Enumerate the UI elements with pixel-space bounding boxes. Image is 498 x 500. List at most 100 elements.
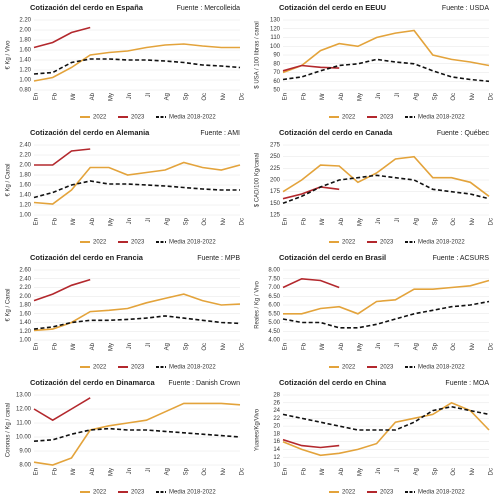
legend-label: 2023 <box>131 240 145 246</box>
x-tick-label: Fb <box>52 342 58 350</box>
chart-title: Cotización del cerdo en Francia <box>30 253 144 262</box>
x-tick-label: Jl <box>146 468 152 472</box>
legend-label: 2022 <box>93 240 107 246</box>
x-tick-label: Ag <box>165 468 171 475</box>
x-tick-label: Jl <box>146 343 152 347</box>
x-tick-label: Dc <box>240 468 246 475</box>
legend-label: Media 2018-2022 <box>169 365 216 371</box>
x-tick-label: Jl <box>395 93 401 97</box>
x-tick-label: My <box>357 343 363 351</box>
y-tick-label: 6.50 <box>268 294 280 300</box>
x-tick-label: Ab <box>90 92 96 100</box>
y-tick-label: 2.00 <box>19 163 31 169</box>
x-tick-label: Nv <box>221 218 227 225</box>
chart-panel: Cotización del cerdo en España Fuente : M… <box>6 3 246 121</box>
y-tick-label: 150 <box>270 201 281 207</box>
x-tick-label: Fb <box>301 467 307 475</box>
y-axis-label: Reales / Kg / Vivo <box>255 281 261 329</box>
x-tick-label: My <box>108 93 114 101</box>
chart-title: Cotización del cerdo en Alemania <box>30 128 150 137</box>
series-line <box>33 26 91 49</box>
x-tick-label: Sp <box>183 467 189 475</box>
x-tick-label: Ab <box>339 217 345 225</box>
x-tick-label: Jl <box>395 218 401 222</box>
y-tick-label: 1.20 <box>19 203 31 209</box>
y-tick-label: 2.20 <box>19 285 31 291</box>
source: Fuente : Danish Crown <box>168 380 240 387</box>
x-tick-label: Ab <box>339 342 345 350</box>
x-tick-label: Mr <box>71 343 77 350</box>
x-tick-label: Mr <box>71 468 77 475</box>
x-tick-label: Jn <box>127 218 133 224</box>
legend-label: 2022 <box>342 240 356 246</box>
y-tick-label: 2.40 <box>19 276 31 282</box>
y-tick-label: 90 <box>273 53 280 59</box>
x-tick-label: En <box>34 468 40 475</box>
x-tick-label: Dc <box>489 468 495 475</box>
x-tick-label: Mr <box>320 93 326 100</box>
y-tick-label: 4.50 <box>268 329 280 335</box>
y-tick-label: 125 <box>270 213 281 219</box>
y-tick-label: 1.40 <box>19 193 31 199</box>
x-tick-label: Ag <box>414 343 420 350</box>
y-tick-label: 275 <box>270 143 281 149</box>
y-tick-label: 2.40 <box>19 143 31 149</box>
y-tick-label: 7.00 <box>268 285 280 291</box>
x-tick-label: My <box>108 468 114 476</box>
y-tick-label: 6.00 <box>268 303 280 309</box>
chart-title: Cotización del cerdo en China <box>279 378 387 387</box>
x-tick-label: En <box>283 468 289 475</box>
y-tick-label: 5.00 <box>268 320 280 326</box>
series-line <box>33 278 91 302</box>
y-axis-label: Coronas / Kg / canal <box>6 403 12 457</box>
y-axis-label: $ USA / 100 libras / canal <box>255 21 261 88</box>
y-tick-label: 1.80 <box>19 38 31 44</box>
legend-label: 2022 <box>342 365 356 371</box>
x-tick-label: Dc <box>240 93 246 100</box>
y-tick-label: 1.60 <box>19 183 31 189</box>
legend-label: 2023 <box>131 490 145 496</box>
series-line <box>34 148 91 166</box>
y-axis-label: $ CAD/100 Kg/canal <box>255 153 261 207</box>
x-tick-label: Fb <box>52 467 58 475</box>
series-line <box>282 277 340 289</box>
y-axis-label: € Kg / Canal <box>6 288 12 321</box>
y-tick-label: 11.00 <box>16 421 31 427</box>
y-tick-label: 225 <box>270 166 281 172</box>
series-line <box>282 186 340 200</box>
legend-label: 2022 <box>342 490 356 496</box>
y-tick-label: 1.20 <box>19 68 31 74</box>
series-line <box>33 43 240 82</box>
series-line <box>282 438 340 449</box>
legend-label: 2022 <box>93 115 107 121</box>
x-tick-label: Nv <box>221 93 227 100</box>
y-tick-label: 1.40 <box>19 58 31 64</box>
x-tick-label: Oc <box>451 218 457 226</box>
x-tick-label: Sp <box>183 217 189 225</box>
series-line <box>282 155 490 197</box>
x-tick-label: Ag <box>414 93 420 100</box>
x-tick-label: Ag <box>165 93 171 100</box>
legend-label: 2023 <box>380 365 394 371</box>
x-tick-label: En <box>283 93 289 100</box>
source: Fuente : MPB <box>197 255 240 262</box>
x-tick-label: Dc <box>489 93 495 100</box>
x-tick-label: Sp <box>432 342 438 350</box>
series-line <box>282 401 490 457</box>
x-tick-label: En <box>34 218 40 225</box>
x-tick-label: Nv <box>470 218 476 225</box>
x-tick-label: Mr <box>320 468 326 475</box>
chart-panel: Cotización del cerdo en Alemania Fuente :… <box>6 128 246 246</box>
source: Fuente : USDA <box>442 5 489 12</box>
x-tick-label: Ag <box>165 343 171 350</box>
legend-label: 2022 <box>342 115 356 121</box>
x-tick-label: Oc <box>451 343 457 351</box>
x-tick-label: Jn <box>127 343 133 349</box>
legend-label: 2022 <box>93 365 107 371</box>
x-tick-label: My <box>357 468 363 476</box>
chart-panel: Cotización del cerdo en Brasil Fuente : A… <box>255 253 495 371</box>
x-tick-label: Oc <box>451 93 457 101</box>
chart-title: Cotización del cerdo en Canada <box>279 128 393 137</box>
y-tick-label: 12.00 <box>16 407 32 413</box>
